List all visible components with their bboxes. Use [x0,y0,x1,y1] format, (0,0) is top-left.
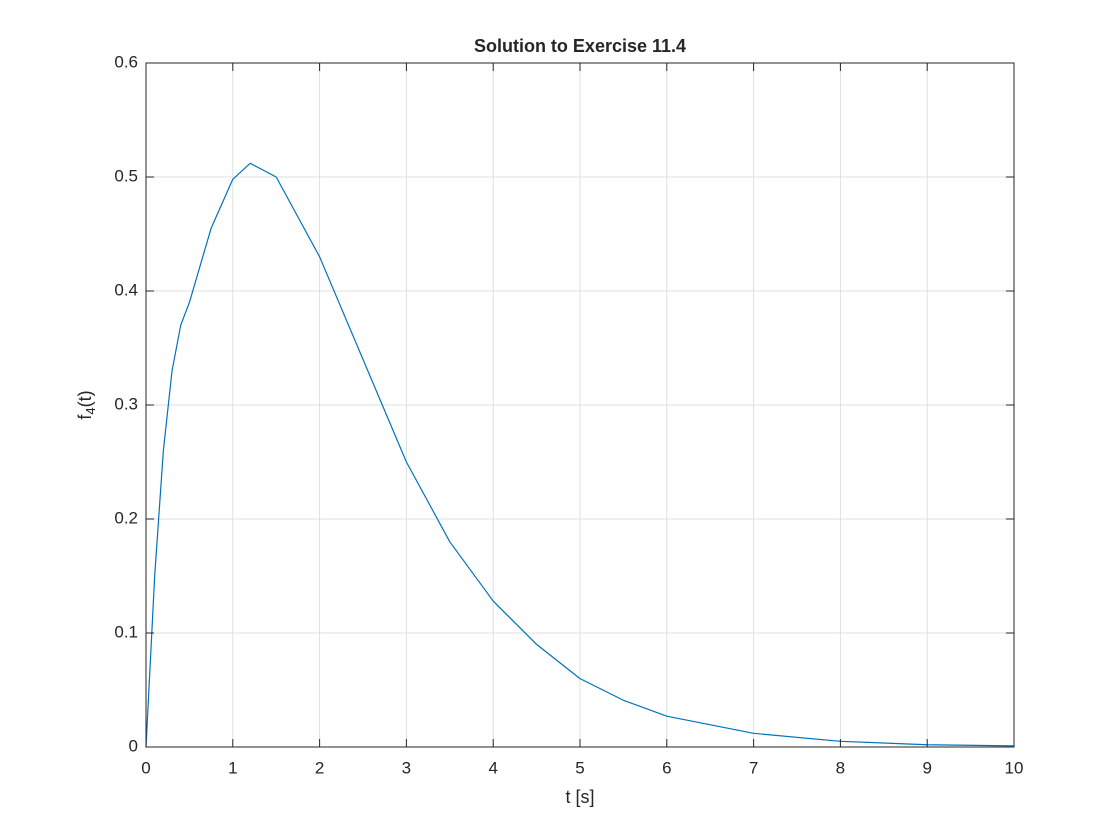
x-axis-label: t [s] [565,787,594,807]
y-tick-label: 0.2 [114,508,138,527]
y-tick-label: 0.5 [114,166,138,185]
y-tick-label: 0 [129,736,138,755]
x-tick-label: 7 [749,758,758,777]
x-tick-label: 10 [1005,758,1024,777]
y-tick-label: 0.4 [114,280,138,299]
x-tick-label: 0 [141,758,150,777]
y-label-subscript: 4 [83,407,98,414]
x-tick-label: 1 [228,758,237,777]
y-tick-label: 0.1 [114,622,138,641]
y-axis-label: f4(t) [75,390,99,419]
plot-area [145,162,1015,748]
x-tick-label: 2 [315,758,324,777]
chart-title: Solution to Exercise 11.4 [474,36,686,56]
x-tick-label: 8 [836,758,845,777]
line-series [145,162,1015,748]
x-tick-label: 5 [575,758,584,777]
y-label-rest: (t) [75,390,95,407]
x-tick-label: 9 [922,758,931,777]
ticks: 0 1 2 3 4 5 6 7 8 9 10 0 0.1 0.2 0.3 0.4 0.5 0.6 [114,52,1023,777]
x-tick-label: 6 [662,758,671,777]
y-tick-label: 0.6 [114,52,138,71]
y-tick-label: 0.3 [114,394,138,413]
y-label-base: f [75,414,95,420]
x-tick-label: 4 [488,758,497,777]
x-tick-label: 3 [402,758,411,777]
